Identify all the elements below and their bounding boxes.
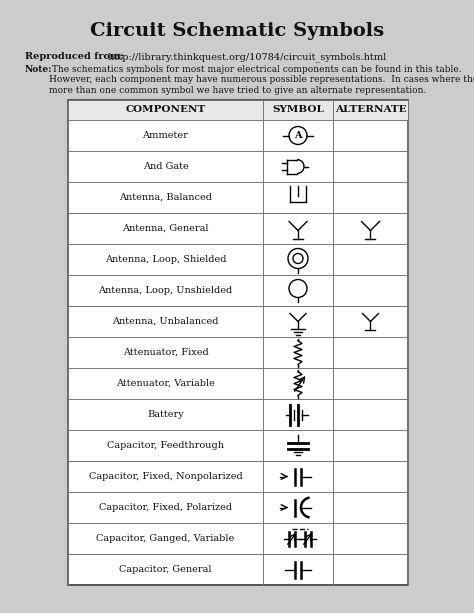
Text: Attenuator, Fixed: Attenuator, Fixed (123, 348, 209, 357)
Text: ALTERNATE: ALTERNATE (335, 105, 406, 115)
Text: Circuit Schematic Symbols: Circuit Schematic Symbols (90, 22, 384, 40)
Text: COMPONENT: COMPONENT (126, 105, 206, 115)
Text: And Gate: And Gate (143, 162, 188, 171)
Bar (68, 100, 408, 120)
Text: Capacitor, Fixed, Nonpolarized: Capacitor, Fixed, Nonpolarized (89, 472, 242, 481)
Text: Capacitor, Fixed, Polarized: Capacitor, Fixed, Polarized (99, 503, 232, 512)
Text: Capacitor, Feedthrough: Capacitor, Feedthrough (107, 441, 224, 450)
Text: SYMBOL: SYMBOL (272, 105, 324, 115)
Text: http://library.thinkquest.org/10784/circuit_symbols.html: http://library.thinkquest.org/10784/circ… (102, 52, 386, 62)
Text: Reproduced from:: Reproduced from: (25, 52, 124, 61)
Text: The schematics symbols for most major electrical components can be found in this: The schematics symbols for most major el… (49, 65, 474, 95)
Text: Antenna, Loop, Unshielded: Antenna, Loop, Unshielded (99, 286, 233, 295)
Text: Antenna, Unbalanced: Antenna, Unbalanced (112, 317, 219, 326)
Text: Attenuator, Variable: Attenuator, Variable (116, 379, 215, 388)
Text: Battery: Battery (147, 410, 184, 419)
Text: Ammeter: Ammeter (143, 131, 189, 140)
Text: Antenna, Loop, Shielded: Antenna, Loop, Shielded (105, 255, 226, 264)
Text: Capacitor, Ganged, Variable: Capacitor, Ganged, Variable (96, 534, 235, 543)
Text: Antenna, General: Antenna, General (122, 224, 209, 233)
Text: Antenna, Balanced: Antenna, Balanced (119, 193, 212, 202)
Bar (68, 100, 408, 585)
Text: Note:: Note: (25, 65, 53, 74)
Text: Capacitor, General: Capacitor, General (119, 565, 212, 574)
Text: A: A (294, 131, 302, 140)
